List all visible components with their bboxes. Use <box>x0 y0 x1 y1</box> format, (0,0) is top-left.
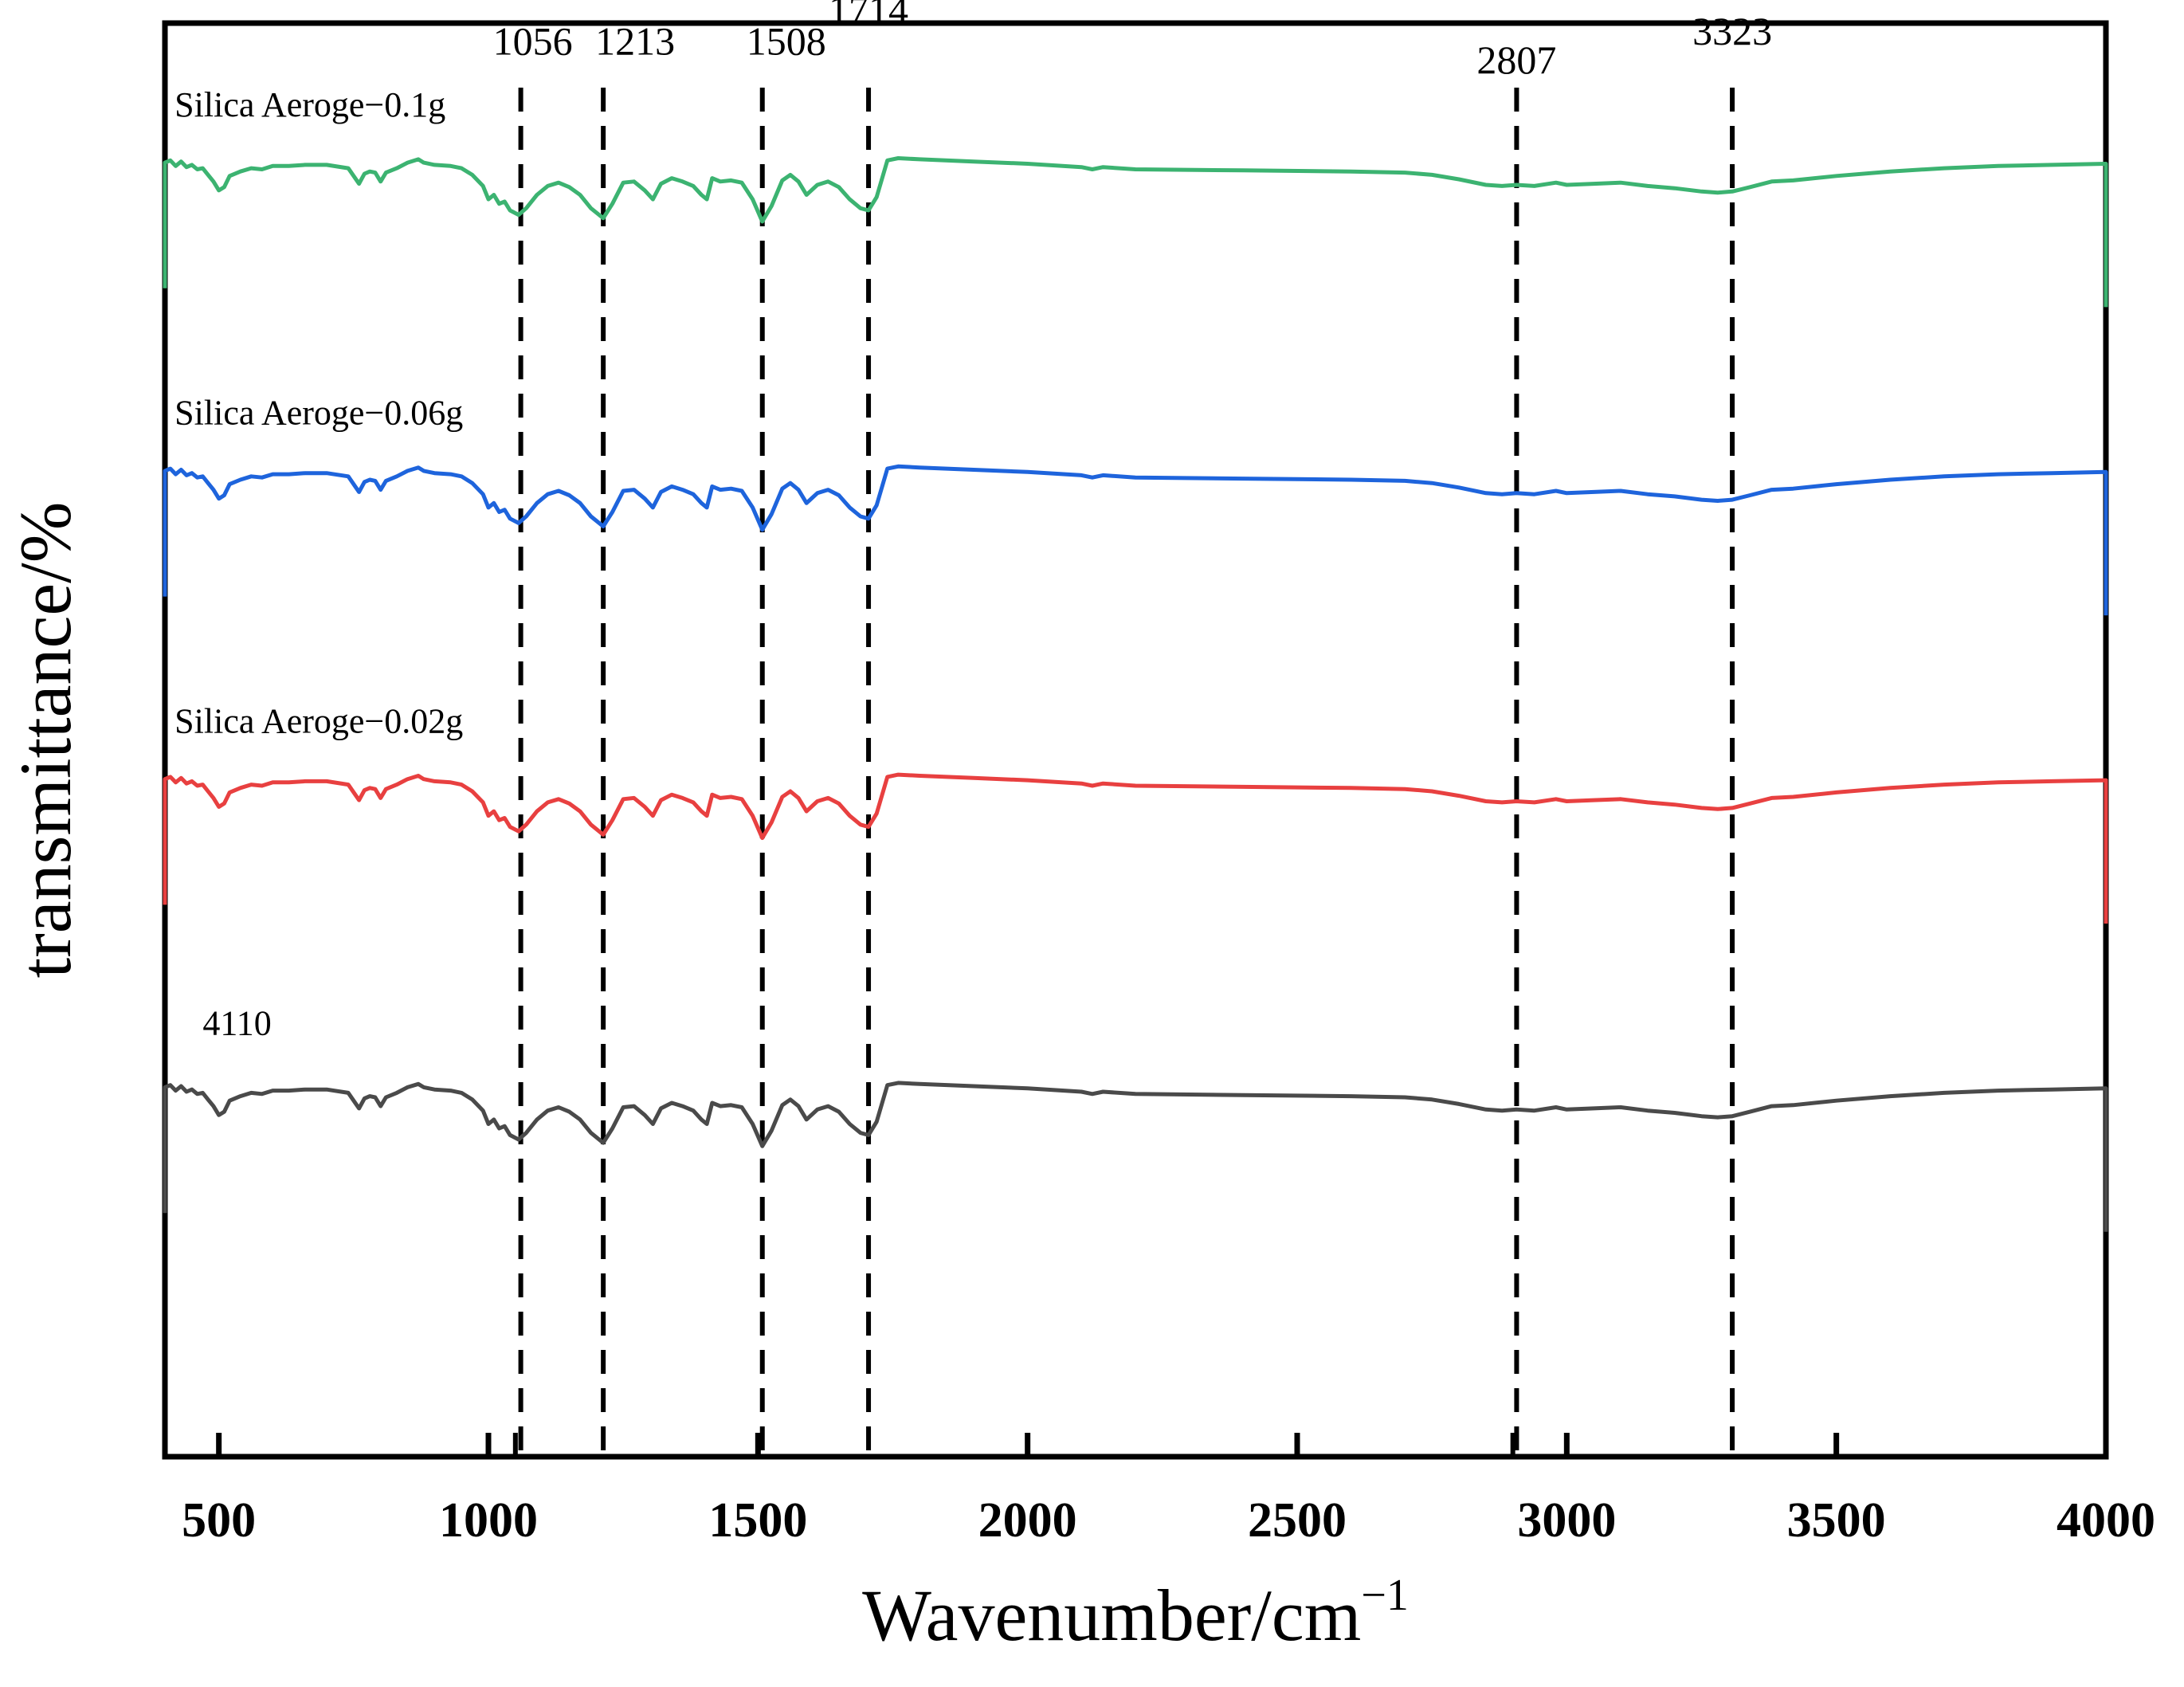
chart-labels: Silica Aeroge−0.1g Silica Aeroge−0.06g Sil… <box>174 0 1772 1042</box>
x-axis-ticks: 500 1000 1500 2000 2500 3000 3500 4000 <box>182 1433 2155 1548</box>
series-line <box>163 772 2108 924</box>
x-tick-label: 3500 <box>1787 1493 1886 1548</box>
y-axis-title: transmittance/% <box>5 502 86 979</box>
peak-label: 1056 <box>493 19 573 64</box>
peak-label: 1213 <box>595 19 675 64</box>
peak-label: 2807 <box>1476 37 1556 82</box>
series-label: Silica Aeroge−0.02g <box>174 702 463 741</box>
peak-label: 3323 <box>1692 9 1772 53</box>
x-axis-title-main: Wavenumber/cm <box>862 1575 1361 1656</box>
peak-label: 1714 <box>829 0 908 32</box>
series-line <box>163 156 2108 308</box>
x-tick-label: 3000 <box>1517 1493 1616 1548</box>
x-axis-title: Wavenumber/cm−1 <box>862 1571 1409 1656</box>
x-tick-label: 2000 <box>978 1493 1077 1548</box>
series-label: 4110 <box>202 1003 271 1042</box>
peak-label: 1508 <box>747 19 826 64</box>
x-tick-label: 1500 <box>708 1493 807 1548</box>
x-tick-label: 2500 <box>1248 1493 1347 1548</box>
plot-frame <box>162 20 2109 1460</box>
series-line <box>163 464 2108 616</box>
series-lines <box>163 156 2108 1232</box>
x-tick-label: 4000 <box>2057 1493 2155 1548</box>
series-label: Silica Aeroge−0.1g <box>174 85 445 124</box>
x-tick-label: 1000 <box>439 1493 538 1548</box>
x-tick-label: 500 <box>182 1493 256 1548</box>
series-label: Silica Aeroge−0.06g <box>174 394 463 433</box>
x-axis-title-superscript: −1 <box>1361 1571 1409 1620</box>
series-line <box>163 1081 2108 1232</box>
